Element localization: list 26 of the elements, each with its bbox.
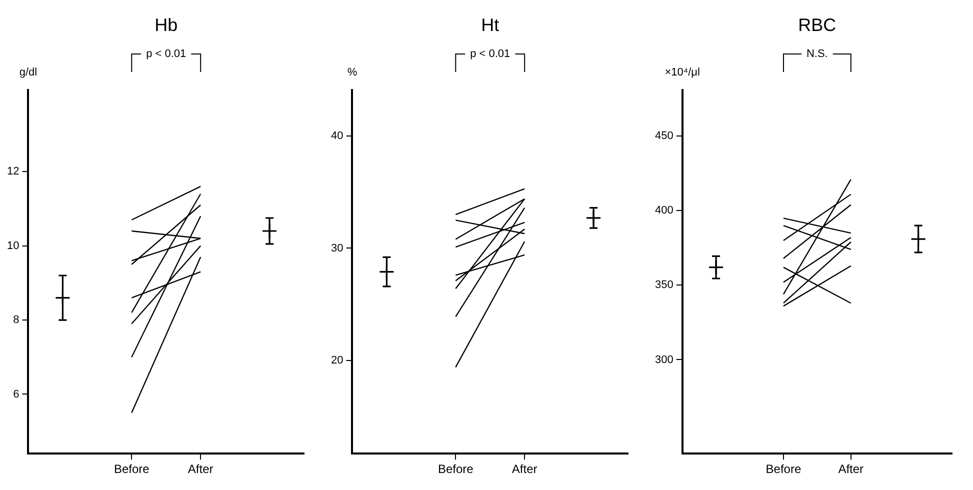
- y-axis-title: ×10⁴/μl: [664, 66, 700, 79]
- y-tick-label: 20: [330, 354, 344, 366]
- y-axis-title: g/dl: [19, 66, 38, 79]
- text: p < 0.01: [146, 48, 186, 60]
- y-axis-title: %: [347, 66, 358, 79]
- chart-title: RBC: [798, 14, 836, 35]
- y-tick-label: 450: [654, 130, 674, 142]
- y-tick-label: 350: [654, 279, 674, 292]
- x-tick-label: Before: [438, 462, 474, 476]
- y-tick-label: 12: [6, 166, 20, 178]
- x-tick-label: Before: [766, 462, 802, 476]
- y-tick-label: 30: [330, 242, 344, 254]
- y-tick-label: 6: [13, 388, 20, 400]
- x-tick-label: After: [512, 462, 538, 476]
- chart-title: Hb: [154, 14, 178, 35]
- y-tick-label: 10: [6, 240, 20, 252]
- y-tick-label: 8: [13, 314, 20, 326]
- y-tick-label: 300: [654, 354, 674, 366]
- y-tick-label: 400: [654, 204, 674, 217]
- text: N.S.: [806, 48, 828, 60]
- x-tick-label: Before: [114, 462, 150, 476]
- chart-title: Ht: [481, 14, 500, 35]
- x-tick-label: After: [188, 462, 214, 476]
- y-tick-label: 40: [330, 130, 344, 142]
- text: p < 0.01: [470, 48, 510, 60]
- x-tick-label: After: [838, 462, 864, 476]
